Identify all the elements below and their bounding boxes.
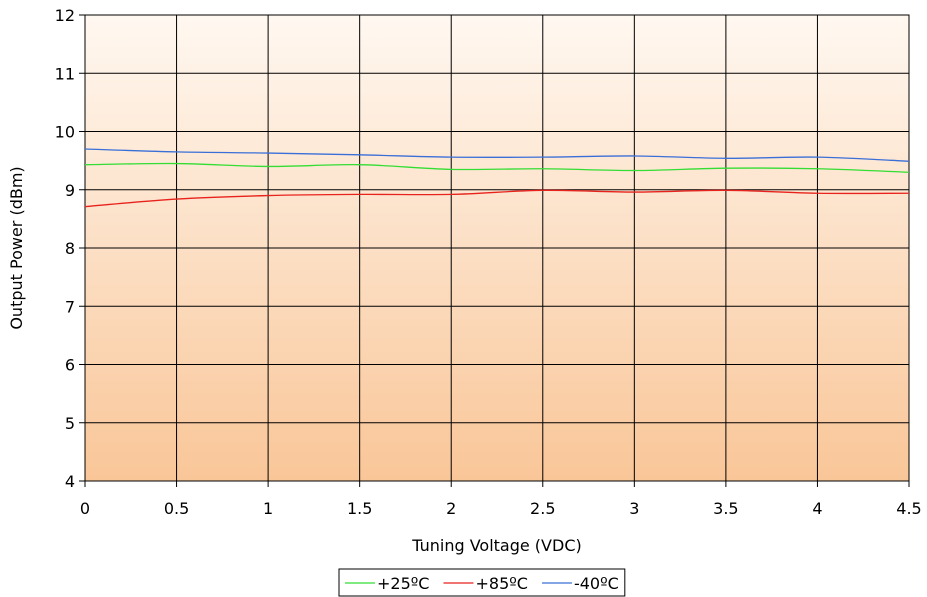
y-axis-ticks: 4 5 6 7 8 9 10 11 12 bbox=[55, 6, 85, 491]
series-lines bbox=[84, 148, 910, 208]
x-tick-label: 1.5 bbox=[347, 499, 372, 518]
x-tick-label: 2.5 bbox=[530, 499, 555, 518]
series-line-25c bbox=[84, 162, 910, 173]
y-tick-label: 12 bbox=[55, 6, 75, 25]
series-line-85c bbox=[84, 189, 910, 208]
x-tick-label: 0.5 bbox=[164, 499, 189, 518]
x-tick-label: 4.5 bbox=[896, 499, 921, 518]
y-tick-label: 7 bbox=[65, 297, 75, 316]
legend: +25ºC +85ºC -40ºC bbox=[338, 568, 626, 597]
y-tick-label: 9 bbox=[65, 181, 75, 200]
legend-label: -40ºC bbox=[574, 574, 619, 593]
y-tick-label: 6 bbox=[65, 356, 75, 375]
legend-box bbox=[338, 568, 626, 597]
x-tick-label: 3.5 bbox=[713, 499, 738, 518]
y-tick-label: 11 bbox=[55, 64, 75, 83]
y-tick-label: 4 bbox=[65, 472, 75, 491]
series-line-40c bbox=[84, 148, 910, 162]
legend-label: +25ºC bbox=[377, 574, 429, 593]
y-tick-label: 5 bbox=[65, 414, 75, 433]
y-tick-label: 10 bbox=[55, 123, 75, 142]
x-tick-label: 2 bbox=[446, 499, 456, 518]
y-axis-title: Output Power (dBm) bbox=[7, 166, 26, 329]
x-axis-title: Tuning Voltage (VDC) bbox=[411, 536, 581, 555]
x-tick-label: 1 bbox=[263, 499, 273, 518]
y-tick-label: 8 bbox=[65, 239, 75, 258]
legend-items: +25ºC +85ºC -40ºC bbox=[345, 574, 619, 593]
x-tick-label: 3 bbox=[629, 499, 639, 518]
legend-label: +85ºC bbox=[475, 574, 527, 593]
x-axis-ticks: 0 0.5 1 1.5 2 2.5 3 3.5 4 4.5 bbox=[80, 481, 922, 518]
x-tick-label: 0 bbox=[80, 499, 90, 518]
x-tick-label: 4 bbox=[812, 499, 822, 518]
